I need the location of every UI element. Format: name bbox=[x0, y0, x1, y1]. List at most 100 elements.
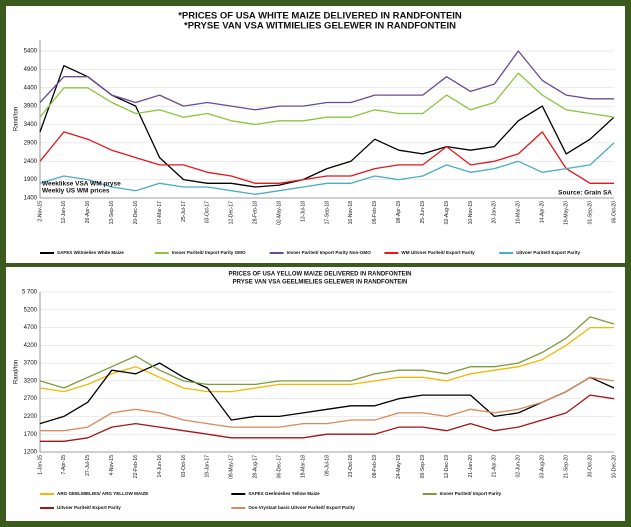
y-tick-label: 3200 bbox=[24, 378, 38, 384]
x-tick-label: 03-Oct-16 bbox=[181, 455, 187, 477]
x-tick-label: 13-Sep-16 bbox=[109, 201, 115, 225]
x-tick-label: 12-Jan-16 bbox=[61, 201, 67, 224]
x-tick-label: 10-Dec-20 bbox=[611, 455, 617, 479]
y-tick-label: 4400 bbox=[24, 85, 38, 91]
annotation: Weekly US WM prices bbox=[42, 188, 110, 195]
x-tick-label: 16-Nov-18 bbox=[348, 201, 354, 225]
series-line bbox=[40, 376, 615, 432]
legend-label: SAFEX Geelmielies Yellow Maize bbox=[248, 491, 320, 496]
x-tick-label: 30-Oct-20 bbox=[587, 455, 593, 477]
legend-label: SAFEX Witmielies White Maize bbox=[57, 250, 124, 255]
legend-label: Oos-Vrystaat basis Uitvoer Pariteit/ Exp… bbox=[248, 505, 355, 510]
x-tick-label: 02-Jun-20 bbox=[516, 455, 522, 478]
legend-label: Invoer Pariteit/ Import Parity bbox=[440, 491, 502, 496]
x-tick-label: 09-May-17 bbox=[229, 455, 235, 479]
chart-title: PRICES OF USA YELLOW MAIZE DELIVERED IN … bbox=[228, 272, 411, 278]
x-tick-label: 26-Apr-16 bbox=[85, 201, 91, 223]
x-tick-label: 7-Apr-15 bbox=[61, 455, 67, 475]
x-tick-label: 14-Jun-16 bbox=[157, 455, 163, 478]
x-tick-label: 20-Dec-16 bbox=[133, 201, 139, 225]
x-tick-label: 06-Oct-20 bbox=[611, 201, 617, 223]
x-tick-label: 12-Dec-17 bbox=[229, 201, 235, 225]
x-tick-label: 02-May-18 bbox=[276, 201, 282, 225]
y-tick-label: 3400 bbox=[24, 122, 38, 128]
y-tick-label: 2700 bbox=[24, 396, 38, 402]
y-tick-label: 2200 bbox=[24, 414, 38, 420]
x-tick-label: 20-Jan-20 bbox=[492, 201, 498, 224]
x-tick-label: 09-Sep-19 bbox=[420, 455, 426, 479]
y-axis-label: Rand/ton bbox=[14, 107, 20, 131]
x-tick-label: 21-Jan-20 bbox=[468, 455, 474, 478]
source-note: Source: Grain SA bbox=[558, 190, 612, 197]
y-tick-label: 4700 bbox=[24, 325, 38, 331]
x-tick-label: 10-Mar-20 bbox=[516, 201, 522, 224]
x-tick-label: 2-Nov-15 bbox=[37, 201, 43, 222]
series-line bbox=[39, 131, 614, 184]
x-tick-label: 06-Dec-17 bbox=[276, 455, 282, 479]
chart-subtitle: PRYSE VAN VSA GEELMIELIES GELEWER IN RAN… bbox=[233, 280, 408, 286]
y-tick-label: 1700 bbox=[24, 432, 38, 438]
x-tick-label: 14-Apr-20 bbox=[540, 201, 546, 223]
y-tick-label: 4200 bbox=[24, 343, 38, 349]
x-tick-label: 23-Oct-18 bbox=[348, 455, 354, 477]
x-tick-label: 19-Jan-17 bbox=[205, 455, 211, 478]
series-line bbox=[39, 326, 614, 393]
legend-label: Invoer Pariteit/ Import Parity GMO bbox=[172, 250, 246, 255]
x-tick-label: 03-Oct-17 bbox=[205, 201, 211, 223]
y-tick-label: 5200 bbox=[24, 307, 38, 313]
series-line bbox=[39, 65, 615, 188]
y-tick-label: 2900 bbox=[24, 140, 38, 146]
series-line bbox=[39, 142, 615, 195]
x-tick-label: 02-Aug-19 bbox=[444, 201, 450, 225]
legend-label: Uitvoer Pariteit/ Export Parity bbox=[516, 250, 580, 255]
x-tick-label: 19-May-20 bbox=[563, 201, 569, 225]
x-tick-label: 12-Dec-19 bbox=[444, 455, 450, 479]
x-tick-label: 27-Jul-15 bbox=[85, 455, 91, 476]
legend-label: WM Uitvoer Pariteit/ Export Parity bbox=[401, 250, 475, 255]
y-tick-label: 1900 bbox=[24, 177, 38, 183]
series-line bbox=[40, 394, 615, 442]
y-tick-label: 1200 bbox=[24, 450, 38, 456]
series-line bbox=[39, 72, 615, 126]
x-tick-label: 4-Nov-15 bbox=[109, 455, 115, 476]
series-line bbox=[39, 316, 615, 389]
y-tick-label: 4900 bbox=[24, 67, 38, 73]
series-line bbox=[39, 362, 615, 425]
y-tick-label: 1400 bbox=[24, 196, 38, 202]
x-tick-label: 13-Jul-18 bbox=[300, 201, 306, 222]
y-axis-label: Rand/ton bbox=[14, 360, 20, 384]
x-tick-label: 08-Apr-19 bbox=[396, 201, 402, 223]
y-tick-label: 3900 bbox=[24, 104, 38, 110]
x-tick-label: 10-Nov-19 bbox=[468, 201, 474, 225]
x-tick-label: 22-Feb-16 bbox=[133, 455, 139, 478]
x-tick-label: 24-May-19 bbox=[396, 455, 402, 479]
x-tick-label: 21-Apr-20 bbox=[492, 455, 498, 477]
x-tick-label: 09-Jul-18 bbox=[324, 455, 330, 476]
legend-label: ARG GEELMIELIES/ ARG YELLOW MAIZE bbox=[57, 491, 148, 496]
x-tick-label: 25-Jul-17 bbox=[181, 201, 187, 222]
x-tick-label: 07-Mar-17 bbox=[157, 201, 163, 224]
x-tick-label: 1-Jan-15 bbox=[37, 455, 43, 475]
annotation: Weeklikse VSA WM pryse bbox=[42, 181, 121, 188]
x-tick-label: 25-Jun-19 bbox=[420, 201, 426, 224]
x-tick-label: 19-Mar-18 bbox=[300, 455, 306, 478]
chart-title: *PRICES OF USA WHITE MAIZE DELIVERED IN … bbox=[178, 11, 462, 22]
chart-subtitle: *PRYSE VAN VSA WITMIELIES GELEWER IN RAN… bbox=[184, 21, 456, 32]
x-tick-label: 21-Sep-20 bbox=[563, 455, 569, 479]
x-tick-label: 05-Feb-19 bbox=[372, 201, 378, 224]
series-line bbox=[39, 50, 614, 111]
y-tick-label: 5 700 bbox=[22, 290, 38, 296]
x-tick-label: 28-Feb-18 bbox=[253, 201, 259, 224]
panel bbox=[6, 6, 625, 263]
legend-label: Invoer Pariteit/ Import Parity Non-GMO bbox=[287, 250, 372, 255]
x-tick-label: 17-Sep-18 bbox=[324, 201, 330, 225]
x-tick-label: 28-Aug-17 bbox=[253, 455, 259, 479]
y-tick-label: 2400 bbox=[24, 159, 38, 165]
x-tick-label: 03-Aug-20 bbox=[540, 455, 546, 479]
y-tick-label: 3700 bbox=[24, 361, 38, 367]
x-tick-label: 01-Sep-20 bbox=[587, 201, 593, 225]
panel bbox=[6, 267, 625, 521]
y-tick-label: 5400 bbox=[24, 49, 38, 55]
